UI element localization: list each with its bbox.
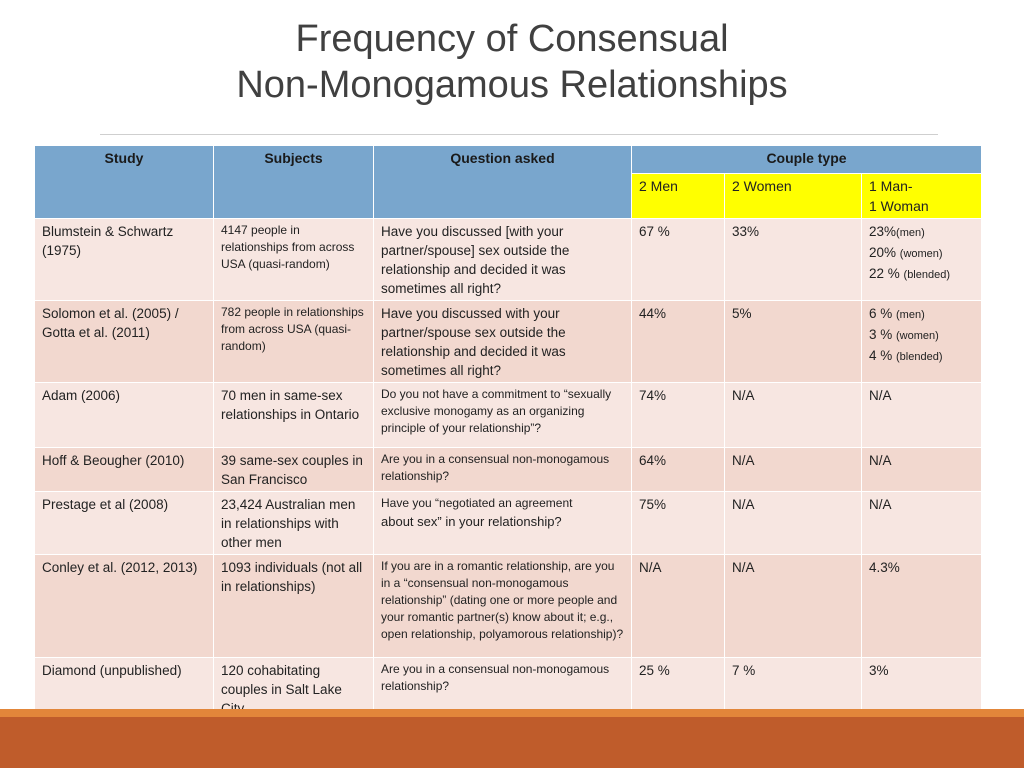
mixed-value: 6 %	[869, 306, 897, 321]
header-1-man-1-woman: 1 Man- 1 Woman	[860, 173, 983, 219]
cell-2-women: N/A	[724, 382, 862, 448]
cell-subjects: 70 men in same-sex relationships in Onta…	[213, 382, 374, 448]
title-line-1: Frequency of Consensual	[295, 18, 729, 60]
mixed-value: 3 %	[869, 327, 897, 342]
cell-2-women: 33%	[724, 218, 862, 301]
mixed-label: (women)	[899, 248, 943, 260]
cell-subjects: 1093 individuals (not all in relationshi…	[213, 554, 374, 658]
cell-mixed: N/A	[860, 491, 983, 555]
mixed-value: 22 %	[869, 266, 904, 281]
question-line-2: about sex” in your relationship?	[381, 514, 562, 529]
cell-2-women: N/A	[724, 447, 862, 492]
cell-question: Do you not have a commitment to “sexuall…	[373, 382, 632, 448]
footer-accent-band	[0, 709, 1024, 717]
cell-2-women: N/A	[724, 554, 862, 658]
table-row: Blumstein & Schwartz (1975) 4147 people …	[34, 218, 983, 301]
cell-subjects: 39 same-sex couples in San Francisco	[213, 447, 374, 492]
cell-mixed: N/A	[860, 447, 983, 492]
table-row: Adam (2006) 70 men in same-sex relations…	[34, 382, 983, 448]
cell-mixed: 6 % (men) 3 % (women) 4 % (blended)	[860, 300, 983, 383]
slide-title: Frequency of Consensual Non-Monogamous R…	[0, 16, 1024, 108]
header-couple-type: Couple type	[630, 145, 983, 174]
cell-mixed: 4.3%	[860, 554, 983, 658]
cell-question: Have you discussed with your partner/spo…	[373, 300, 632, 383]
cell-question: Are you in a consensual non-monogamous r…	[373, 447, 632, 492]
subheader-row: 2 Men 2 Women 1 Man- 1 Woman	[35, 173, 983, 219]
cell-study: Hoff & Beougher (2010)	[34, 447, 214, 492]
mixed-label: (blended)	[903, 269, 951, 281]
mixed-value: 23%	[869, 224, 897, 239]
header-question: Question asked	[373, 145, 632, 219]
header-subjects: Subjects	[213, 145, 374, 219]
cell-2-women: N/A	[724, 491, 862, 555]
header-row: Study Subjects Question asked Couple typ…	[34, 145, 983, 219]
header-mixed-line-1: 1 Man-	[869, 178, 913, 194]
cell-study: Solomon et al. (2005) / Gotta et al. (20…	[34, 300, 214, 383]
cell-2-men: 64%	[631, 447, 725, 492]
cell-mixed: 23%(men) 20% (women) 22 % (blended)	[860, 218, 983, 301]
cell-study: Prestage et al (2008)	[34, 491, 214, 555]
header-2-women: 2 Women	[724, 173, 862, 219]
mixed-value: 4 %	[869, 348, 897, 363]
table-row: Hoff & Beougher (2010) 39 same-sex coupl…	[34, 447, 983, 492]
title-line-2: Non-Monogamous Relationships	[236, 64, 788, 106]
cell-2-men: 74%	[631, 382, 725, 448]
cell-2-men: 67 %	[631, 218, 725, 301]
mixed-label: (women)	[896, 330, 939, 342]
studies-table: Study Subjects Question asked Couple typ…	[34, 145, 983, 721]
mixed-label: (men)	[896, 309, 925, 321]
mixed-value: 20%	[869, 245, 900, 260]
cell-question: Have you “negotiated an agreement about …	[373, 491, 632, 555]
header-study: Study	[34, 145, 214, 219]
cell-question: Have you discussed [with your partner/sp…	[373, 218, 632, 301]
cell-2-men: 75%	[631, 491, 725, 555]
cell-2-men: N/A	[631, 554, 725, 658]
table-row: Conley et al. (2012, 2013) 1093 individu…	[34, 554, 983, 658]
mixed-label: (blended)	[896, 351, 943, 363]
footer-band	[0, 717, 1024, 768]
header-2-men: 2 Men	[631, 173, 725, 219]
cell-subjects: 23,424 Australian men in relationships w…	[213, 491, 374, 555]
mixed-label: (men)	[896, 227, 925, 239]
title-divider	[100, 134, 938, 135]
cell-study: Conley et al. (2012, 2013)	[34, 554, 214, 658]
cell-mixed: N/A	[860, 382, 983, 448]
table-row: Solomon et al. (2005) / Gotta et al. (20…	[34, 300, 983, 383]
cell-study: Blumstein & Schwartz (1975)	[34, 218, 214, 301]
table-row: Prestage et al (2008) 23,424 Australian …	[34, 491, 983, 555]
cell-subjects: 782 people in relationships from across …	[213, 300, 374, 383]
question-line-1: Have you “negotiated an agreement	[381, 496, 573, 510]
header-mixed-line-2: 1 Woman	[869, 198, 929, 214]
cell-question: If you are in a romantic relationship, a…	[373, 554, 632, 658]
cell-study: Adam (2006)	[34, 382, 214, 448]
cell-2-men: 44%	[631, 300, 725, 383]
cell-subjects: 4147 people in relationships from across…	[213, 218, 374, 301]
cell-2-women: 5%	[724, 300, 862, 383]
